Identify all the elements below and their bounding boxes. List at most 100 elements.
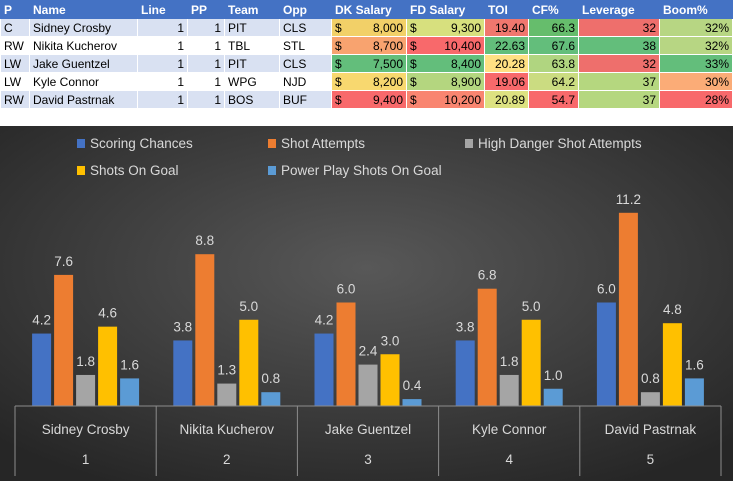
cell-cf[interactable]: 67.6 — [528, 36, 579, 55]
category-label: David Pastrnak — [605, 422, 697, 437]
header-name[interactable]: Name — [29, 0, 138, 19]
bar — [521, 319, 541, 406]
cell-fd[interactable]: $9,300 — [406, 18, 485, 37]
cell-team[interactable]: TBL — [224, 36, 280, 55]
cell-name[interactable]: David Pastrnak — [29, 90, 138, 109]
bar — [358, 364, 378, 406]
header-leverage[interactable]: Leverage — [578, 0, 660, 19]
header-pp[interactable]: PP — [187, 0, 225, 19]
cell-fd[interactable]: $10,400 — [406, 36, 485, 55]
cell-cf[interactable]: 54.7 — [528, 90, 579, 109]
cell-cf[interactable]: 64.2 — [528, 72, 579, 91]
cell-dk[interactable]: $7,500 — [331, 54, 407, 73]
cell-opp[interactable]: CLS — [279, 18, 332, 37]
salary-value: 9,300 — [450, 20, 481, 35]
data-label: 0.4 — [403, 378, 422, 393]
header-pos[interactable]: P — [0, 0, 30, 19]
data-label: 1.6 — [120, 357, 139, 372]
cell-boom[interactable]: 28% — [659, 90, 733, 109]
cell-cf[interactable]: 66.3 — [528, 18, 579, 37]
cell-team[interactable]: BOS — [224, 90, 280, 109]
cell-team[interactable]: PIT — [224, 54, 280, 73]
cell-dk[interactable]: $8,000 — [331, 18, 407, 37]
header-team[interactable]: Team — [224, 0, 280, 19]
bar — [499, 374, 519, 406]
group-label: 5 — [647, 452, 655, 467]
cell-line[interactable]: 1 — [137, 90, 188, 109]
category-label: Nikita Kucherov — [180, 422, 275, 437]
cell-pos[interactable]: LW — [0, 72, 30, 91]
data-label: 5.0 — [239, 299, 258, 314]
cell-toi[interactable]: 20.28 — [484, 54, 529, 73]
cell-pos[interactable]: RW — [0, 36, 30, 55]
bar-chart: Scoring Chances Shot Attempts High Danger … — [0, 126, 733, 481]
cell-team[interactable]: WPG — [224, 72, 280, 91]
cell-lev[interactable]: 38 — [578, 36, 660, 55]
cell-toi[interactable]: 22.63 — [484, 36, 529, 55]
cell-pp[interactable]: 1 — [187, 72, 225, 91]
cell-opp[interactable]: NJD — [279, 72, 332, 91]
cell-pos[interactable]: C — [0, 18, 30, 37]
legend-label: Power Play Shots On Goal — [281, 163, 442, 178]
cell-name[interactable]: Kyle Connor — [29, 72, 138, 91]
header-opp[interactable]: Opp — [279, 0, 332, 19]
cell-dk[interactable]: $8,200 — [331, 72, 407, 91]
cell-line[interactable]: 1 — [137, 54, 188, 73]
header-boom[interactable]: Boom% — [659, 0, 733, 19]
cell-line[interactable]: 1 — [137, 18, 188, 37]
cell-toi[interactable]: 19.40 — [484, 18, 529, 37]
table-header-row: P Name Line PP Team Opp DK Salary FD Sal… — [0, 0, 733, 19]
cell-lev[interactable]: 37 — [578, 90, 660, 109]
cell-pp[interactable]: 1 — [187, 90, 225, 109]
cell-opp[interactable]: BUF — [279, 90, 332, 109]
cell-toi[interactable]: 20.89 — [484, 90, 529, 109]
cell-dk[interactable]: $9,400 — [331, 90, 407, 109]
header-dk-salary[interactable]: DK Salary — [331, 0, 407, 19]
data-label: 4.2 — [32, 313, 51, 328]
cell-opp[interactable]: CLS — [279, 54, 332, 73]
currency-symbol: $ — [335, 92, 342, 107]
cell-name[interactable]: Jake Guentzel — [29, 54, 138, 73]
data-label: 5.0 — [522, 299, 541, 314]
cell-fd[interactable]: $8,400 — [406, 54, 485, 73]
data-label: 4.8 — [663, 302, 682, 317]
cell-opp[interactable]: STL — [279, 36, 332, 55]
header-fd-salary[interactable]: FD Salary — [406, 0, 485, 19]
bar — [640, 392, 660, 406]
group-label: 3 — [364, 452, 372, 467]
cell-fd[interactable]: $10,200 — [406, 90, 485, 109]
group-label: 2 — [223, 452, 231, 467]
cell-boom[interactable]: 32% — [659, 18, 733, 37]
cell-pp[interactable]: 1 — [187, 18, 225, 37]
cell-name[interactable]: Nikita Kucherov — [29, 36, 138, 55]
cell-boom[interactable]: 33% — [659, 54, 733, 73]
header-cf[interactable]: CF% — [528, 0, 579, 19]
cell-fd[interactable]: $8,900 — [406, 72, 485, 91]
cell-lev[interactable]: 32 — [578, 18, 660, 37]
bar — [54, 274, 74, 406]
cell-line[interactable]: 1 — [137, 72, 188, 91]
currency-symbol: $ — [410, 56, 417, 71]
cell-boom[interactable]: 32% — [659, 36, 733, 55]
cell-name[interactable]: Sidney Crosby — [29, 18, 138, 37]
bar — [455, 340, 475, 406]
cell-pp[interactable]: 1 — [187, 54, 225, 73]
cell-team[interactable]: PIT — [224, 18, 280, 37]
cell-dk[interactable]: $8,700 — [331, 36, 407, 55]
legend-label: Shot Attempts — [281, 136, 365, 151]
data-label: 7.6 — [54, 254, 73, 269]
data-label: 1.8 — [76, 354, 95, 369]
cell-pp[interactable]: 1 — [187, 36, 225, 55]
cell-lev[interactable]: 32 — [578, 54, 660, 73]
cell-toi[interactable]: 19.06 — [484, 72, 529, 91]
cell-pos[interactable]: RW — [0, 90, 30, 109]
header-toi[interactable]: TOI — [484, 0, 529, 19]
cell-lev[interactable]: 37 — [578, 72, 660, 91]
cell-pos[interactable]: LW — [0, 54, 30, 73]
data-label: 1.3 — [217, 363, 236, 378]
cell-cf[interactable]: 63.8 — [528, 54, 579, 73]
salary-value: 8,700 — [372, 38, 403, 53]
cell-boom[interactable]: 30% — [659, 72, 733, 91]
cell-line[interactable]: 1 — [137, 36, 188, 55]
header-line[interactable]: Line — [137, 0, 188, 19]
